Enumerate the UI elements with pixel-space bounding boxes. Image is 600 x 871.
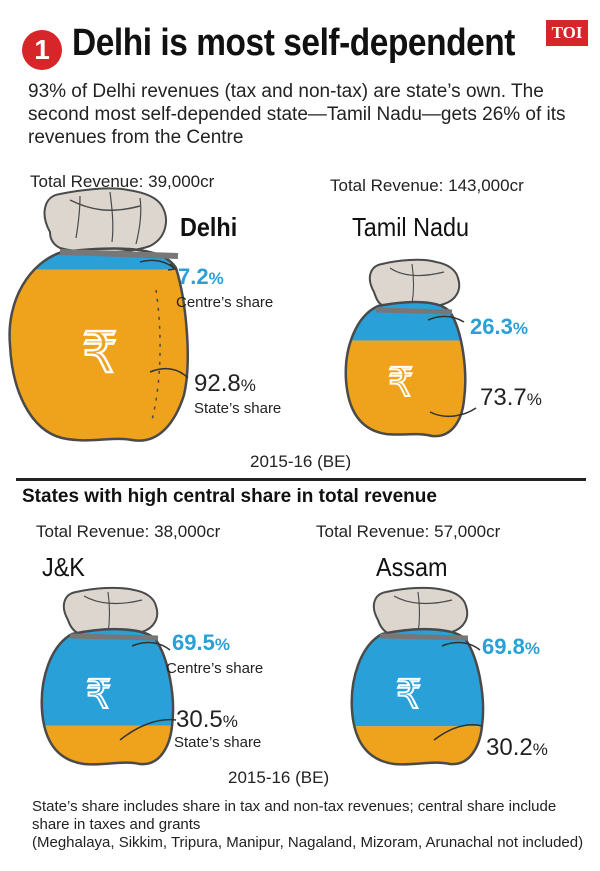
period-label-2: 2015-16 (BE) (228, 768, 330, 787)
section-title: States with high central share in total … (22, 486, 437, 507)
delhi-rupee-icon: ₹ (82, 321, 118, 386)
bag-delhi: ₹ (8, 187, 189, 442)
footnote: State’s share includes share in tax and … (32, 798, 587, 852)
footnote-line-1: State’s share includes share in tax and … (32, 798, 557, 833)
tamil-nadu-state-name: Tamil Nadu (352, 212, 470, 242)
jk-centre-value: 69.5% (172, 630, 230, 655)
toi-logo: TOI (546, 20, 588, 46)
assam-state-name: Assam (376, 552, 448, 582)
assam-state-value: 30.2% (486, 734, 548, 761)
delhi-centre-value: 7.2% (178, 264, 224, 289)
delhi-centre-label: Centre’s share (176, 294, 274, 311)
page-title: Delhi is most self-dependent (72, 22, 515, 64)
jk-centre-share-fill (41, 630, 174, 726)
jk-centre-label: Centre’s share (166, 660, 264, 677)
delhi-total-revenue: Total Revenue: 39,000cr (30, 172, 215, 191)
period-label-1: 2015-16 (BE) (250, 452, 352, 471)
assam-total-revenue: Total Revenue: 57,000cr (316, 522, 501, 541)
jk-state-name: J&K (42, 552, 85, 582)
tamil-nadu-centre-value: 26.3% (470, 314, 528, 339)
assam-centre-share-fill (351, 630, 484, 727)
tamil-nadu-total-revenue: Total Revenue: 143,000cr (330, 176, 524, 195)
assam-centre-value: 69.8% (482, 634, 540, 659)
section-divider (16, 478, 586, 481)
footnote-line-2: (Meghalaya, Sikkim, Tripura, Manipur, Na… (32, 834, 584, 851)
jk-state-value: 30.5% (176, 706, 238, 733)
jk-rupee-icon: ₹ (86, 672, 111, 718)
delhi-state-label: State’s share (194, 400, 282, 417)
bag-jk: ₹ (40, 586, 175, 766)
tamil-nadu-rupee-icon: ₹ (388, 360, 413, 406)
jk-state-label: State’s share (174, 734, 262, 751)
delhi-state-value: 92.8% (194, 370, 256, 397)
tamil-nadu-state-share-fill (345, 340, 466, 437)
assam-rupee-icon: ₹ (396, 672, 421, 718)
bag-assam: ₹ (350, 586, 485, 766)
delhi-state-name: Delhi (180, 212, 238, 242)
jk-total-revenue: Total Revenue: 38,000cr (36, 522, 221, 541)
section-number-badge: 1 (22, 30, 62, 70)
tamil-nadu-state-value: 73.7% (480, 384, 542, 411)
delhi-state-pointer (149, 367, 189, 379)
intro-text: 93% of Delhi revenues (tax and non-tax) … (28, 81, 566, 148)
delhi-state-share-fill (9, 269, 188, 441)
